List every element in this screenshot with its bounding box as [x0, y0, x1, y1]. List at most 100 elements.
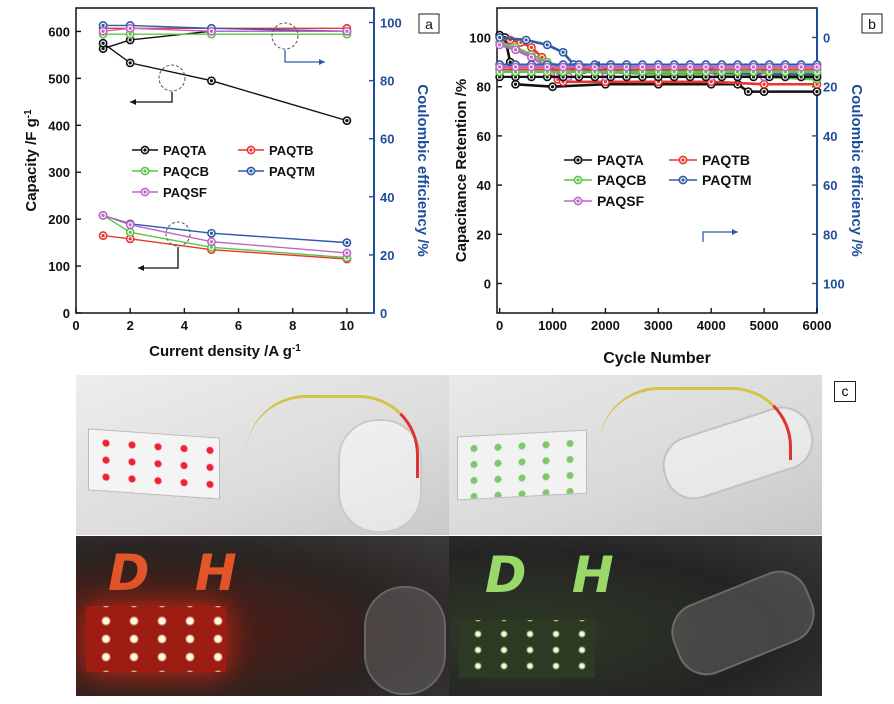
red-dh-text: D H [108, 544, 251, 602]
x-tick-label: 2000 [591, 318, 620, 333]
x-axis-label: Current density /A g-1 [149, 343, 301, 361]
retention-point-core [524, 38, 528, 42]
x-tick-label: 8 [289, 318, 296, 333]
efficiency-point-core [513, 65, 518, 69]
y2-tick-label: 20 [380, 248, 394, 263]
x-tick-label: 0 [496, 318, 503, 333]
legend-label: PAQSF [597, 193, 645, 209]
retention-point-core [561, 50, 565, 54]
legend-marker-core [249, 148, 253, 152]
y2-tick-label: 0 [823, 31, 830, 46]
breadboard-red-leds [88, 428, 220, 500]
y-tick-label: 40 [477, 178, 491, 193]
retention-point-core [762, 90, 766, 94]
efficiency-point-core [593, 65, 597, 69]
wires [246, 395, 419, 478]
legend-label: PAQTA [597, 152, 644, 168]
legend-marker-core [576, 158, 580, 162]
y-tick-label: 80 [477, 80, 491, 95]
y-tick-label: 60 [477, 129, 491, 144]
efficiency-point-core [624, 65, 629, 69]
efficiency-point-core [767, 65, 771, 69]
x-tick-label: 6 [235, 318, 242, 333]
capacity-line [102, 214, 347, 244]
battery-cup [364, 586, 446, 695]
y2-tick-label: 80 [380, 74, 394, 89]
annotation-arrowhead [138, 265, 144, 271]
legend-label: PAQCB [163, 164, 209, 179]
annotation-circle [271, 22, 299, 50]
y-tick-label: 100 [469, 31, 491, 46]
legend-marker-core [143, 190, 147, 194]
y-tick-label: 300 [48, 165, 70, 180]
efficiency-point-core [101, 23, 105, 28]
efficiency-point-core [799, 65, 803, 69]
legend-marker-core [681, 158, 685, 162]
legend-marker-core [143, 169, 147, 173]
capacity-point-core [128, 61, 132, 65]
efficiency-point-core [577, 65, 581, 69]
annotation-arrow [130, 92, 173, 103]
y2-tick-label: 0 [380, 306, 387, 321]
annotation-arrow [594, 63, 631, 74]
photo-bottom-right: D H [449, 536, 822, 696]
legend-label: PAQTA [163, 143, 207, 158]
y-tick-label: 200 [48, 212, 70, 227]
y2-tick-label: 40 [380, 190, 394, 205]
photo-top-right [449, 375, 822, 535]
annotation-arrow [702, 231, 738, 242]
annotation-circle [165, 221, 191, 247]
breadboard-lit-green [459, 620, 595, 678]
capacity-line [102, 42, 348, 122]
capacity-point-core [101, 233, 105, 238]
figure-charts: a0 2 4 6 8 100100200300400500600020406080100C… [23, 7, 883, 367]
annotation-arrow [138, 247, 179, 269]
efficiency-point-core [101, 47, 105, 51]
efficiency-point-core [751, 65, 756, 69]
retention-point-core [513, 82, 518, 86]
y-tick-label: 400 [48, 118, 70, 133]
x-axis-label: Cycle Number [603, 350, 711, 367]
annotation-arrowhead [130, 99, 136, 105]
legend-marker-core [143, 148, 147, 152]
annotation-circle [158, 64, 186, 92]
plot-frame [75, 7, 375, 314]
efficiency-point-core [672, 65, 676, 69]
efficiency-point-core [128, 26, 132, 30]
y-axis-label: Capacity /F g-1 [23, 109, 41, 212]
y-tick-label: 0 [63, 306, 70, 321]
efficiency-point-core [736, 65, 740, 69]
efficiency-line [103, 27, 347, 32]
efficiency-point-core [656, 65, 660, 69]
battery-tube [662, 561, 822, 685]
y-tick-label: 20 [477, 227, 491, 242]
retention-point-core [513, 48, 518, 52]
legend-marker-core [576, 199, 580, 203]
breadboard-lit-red [86, 606, 226, 672]
y2-tick-label: 80 [823, 227, 837, 242]
photo-bottom-left: D H [76, 536, 449, 696]
capacity-point-core [345, 241, 349, 245]
annotation-arrowhead [732, 229, 738, 235]
x-tick-label: 2 [127, 318, 134, 333]
breadboard-green-leds [457, 429, 587, 501]
capacity-point-core [101, 41, 105, 45]
legend-marker-core [249, 169, 253, 173]
efficiency-point-core [815, 65, 819, 69]
y2-tick-label: 60 [380, 132, 394, 147]
y2-axis-label: Coulombic efficiency /% [414, 84, 431, 257]
y2-tick-label: 20 [823, 80, 837, 95]
annotation-arrow [284, 50, 325, 63]
panel-label-text: a [425, 16, 433, 32]
capacity-point-core [209, 79, 214, 83]
retention-point-core [815, 90, 819, 94]
efficiency-point-core [688, 65, 692, 69]
y-axis-label-sup: -1 [23, 109, 34, 118]
capacity-line [103, 234, 347, 260]
capacity-point-core [209, 240, 214, 244]
retention-point-core [746, 90, 750, 94]
efficiency-point-core [783, 65, 787, 69]
retention-point-core [508, 60, 512, 64]
panel-label-c: c [834, 381, 856, 402]
